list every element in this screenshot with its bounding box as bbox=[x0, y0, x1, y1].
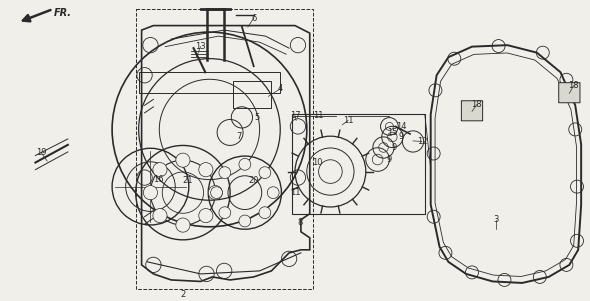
Circle shape bbox=[153, 209, 167, 223]
Polygon shape bbox=[142, 26, 310, 281]
Circle shape bbox=[267, 187, 279, 199]
Circle shape bbox=[143, 185, 158, 200]
Circle shape bbox=[259, 207, 271, 219]
Text: 5: 5 bbox=[254, 113, 259, 122]
Text: 19: 19 bbox=[36, 148, 47, 157]
Circle shape bbox=[199, 209, 213, 223]
Text: 11: 11 bbox=[343, 116, 353, 125]
Circle shape bbox=[219, 207, 231, 219]
Text: 11: 11 bbox=[290, 188, 300, 197]
FancyBboxPatch shape bbox=[559, 83, 580, 103]
FancyBboxPatch shape bbox=[461, 101, 483, 121]
Text: 9: 9 bbox=[399, 132, 404, 141]
Text: 15: 15 bbox=[387, 128, 398, 137]
Text: 21: 21 bbox=[182, 176, 193, 185]
Polygon shape bbox=[431, 45, 581, 283]
Text: 17: 17 bbox=[290, 111, 300, 120]
Text: 3: 3 bbox=[493, 215, 499, 224]
Text: 9: 9 bbox=[392, 143, 396, 152]
Text: 7: 7 bbox=[236, 132, 242, 141]
Bar bbox=[139, 72, 280, 93]
Circle shape bbox=[208, 185, 222, 200]
Text: 6: 6 bbox=[251, 14, 257, 23]
Text: 13: 13 bbox=[195, 42, 206, 51]
Text: 4: 4 bbox=[278, 84, 283, 93]
Text: 2: 2 bbox=[181, 290, 185, 299]
Text: 14: 14 bbox=[396, 122, 407, 131]
Text: FR.: FR. bbox=[54, 8, 73, 18]
Circle shape bbox=[176, 218, 190, 232]
Text: 8: 8 bbox=[297, 218, 303, 227]
Text: 18: 18 bbox=[568, 81, 579, 90]
Text: 11: 11 bbox=[313, 111, 324, 120]
Text: 16: 16 bbox=[153, 175, 163, 184]
Circle shape bbox=[211, 187, 222, 199]
Text: 9: 9 bbox=[387, 155, 392, 164]
Circle shape bbox=[199, 163, 213, 177]
Text: 20: 20 bbox=[248, 176, 259, 185]
Circle shape bbox=[239, 158, 251, 170]
Text: 12: 12 bbox=[417, 137, 427, 146]
Circle shape bbox=[259, 167, 271, 178]
Text: 10: 10 bbox=[312, 158, 323, 167]
Circle shape bbox=[176, 153, 190, 167]
Circle shape bbox=[153, 163, 167, 177]
Text: 18: 18 bbox=[471, 100, 482, 109]
Circle shape bbox=[219, 167, 231, 178]
Circle shape bbox=[239, 215, 251, 227]
